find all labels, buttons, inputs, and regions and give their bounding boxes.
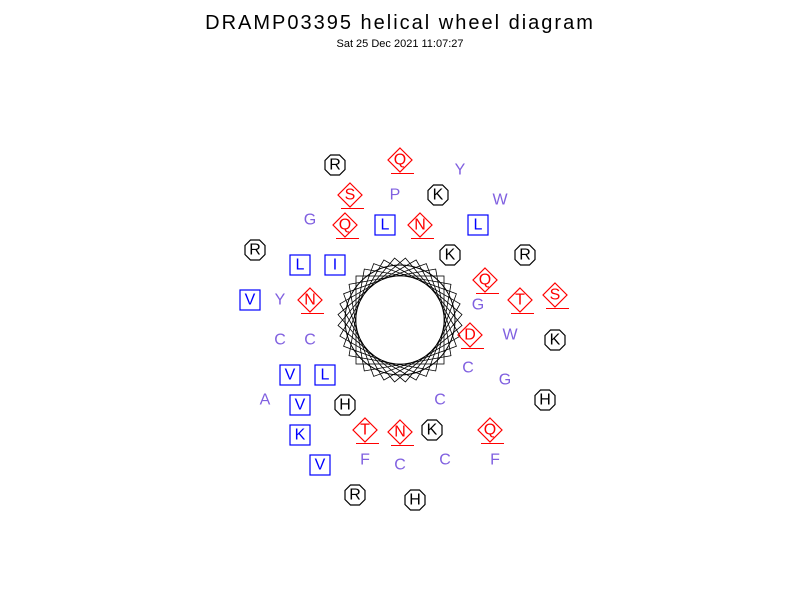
residue-label: H: [539, 392, 551, 409]
residue-label: Y: [455, 162, 466, 179]
residue-label: Q: [479, 272, 491, 289]
residue-label: R: [249, 242, 261, 259]
helical-wheel-svg: QYRPSKWGQLNLRKRLIQVYNGTSCCDWKVLCGAVHCHKT…: [0, 0, 800, 600]
residue-label: K: [427, 422, 438, 439]
residue-label: L: [474, 217, 483, 234]
residue-label: C: [439, 452, 451, 469]
residue-label: N: [304, 292, 316, 309]
residue-label: V: [295, 397, 306, 414]
residue-label: K: [433, 187, 444, 204]
residue-label: H: [339, 397, 351, 414]
residue-label: G: [304, 212, 316, 229]
residue-label: I: [333, 257, 337, 274]
residue-label: Q: [339, 217, 351, 234]
residue-label: K: [445, 247, 456, 264]
residue-label: G: [472, 297, 484, 314]
residue-label: W: [502, 327, 518, 344]
residue-label: C: [394, 457, 406, 474]
residue-label: L: [296, 257, 305, 274]
residue-label: P: [390, 187, 401, 204]
residue-label: N: [414, 217, 426, 234]
residue-label: W: [492, 192, 508, 209]
residue-label: N: [394, 424, 406, 441]
residue-label: R: [349, 487, 361, 504]
residue-label: C: [274, 332, 286, 349]
residue-label: T: [515, 292, 525, 309]
residue-label: K: [550, 332, 561, 349]
residue-label: C: [304, 332, 316, 349]
residue-label: S: [345, 187, 356, 204]
residue-label: L: [321, 367, 330, 384]
residue-label: H: [409, 492, 421, 509]
residue-label: A: [260, 392, 271, 409]
residue-label: G: [499, 372, 511, 389]
residue-label: F: [360, 452, 370, 469]
residue-label: T: [360, 422, 370, 439]
residue-label: D: [464, 327, 476, 344]
residue-label: Q: [484, 422, 496, 439]
residue-label: V: [245, 292, 256, 309]
residue-label: C: [462, 360, 474, 377]
residue-label: V: [315, 457, 326, 474]
residue-label: L: [381, 217, 390, 234]
residue-label: F: [490, 452, 500, 469]
residue-label: R: [329, 157, 341, 174]
residue-label: Q: [394, 152, 406, 169]
residue-label: V: [285, 367, 296, 384]
residue-label: C: [434, 392, 446, 409]
residue-label: S: [550, 287, 561, 304]
residue-label: K: [295, 427, 306, 444]
residue-label: Y: [275, 292, 286, 309]
residue-label: R: [519, 247, 531, 264]
